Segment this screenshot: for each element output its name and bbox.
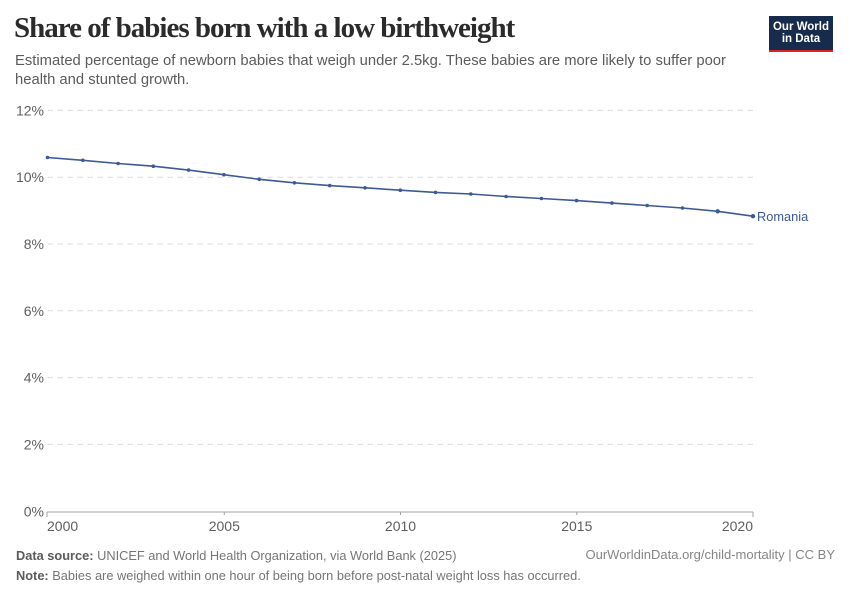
svg-text:2%: 2%	[24, 436, 44, 452]
svg-text:2010: 2010	[385, 518, 416, 534]
svg-text:Romania: Romania	[757, 209, 809, 224]
svg-text:2015: 2015	[561, 518, 592, 534]
svg-text:0%: 0%	[24, 504, 44, 520]
svg-text:2000: 2000	[47, 518, 78, 534]
svg-text:10%: 10%	[16, 169, 44, 185]
svg-text:6%: 6%	[24, 303, 44, 319]
svg-text:12%: 12%	[16, 102, 44, 118]
svg-text:8%: 8%	[24, 236, 44, 252]
svg-text:2005: 2005	[209, 518, 240, 534]
svg-text:4%: 4%	[24, 370, 44, 386]
svg-text:2020: 2020	[722, 518, 753, 534]
